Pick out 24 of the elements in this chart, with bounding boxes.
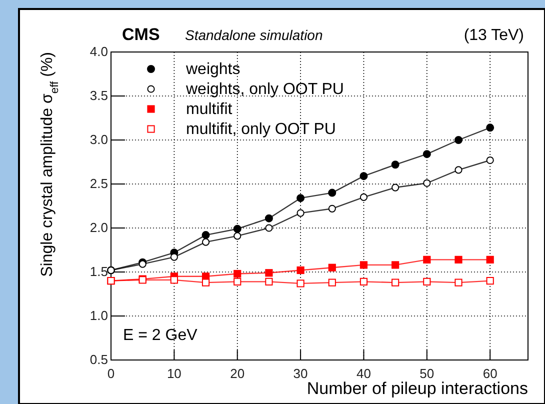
x-tick-label: 40 [356,366,371,381]
legend-label: multifit [186,101,233,118]
legend-label: weights, only OOT PU [185,81,344,98]
x-tick-label: 60 [482,366,498,381]
x-tick-label: 20 [230,366,245,381]
legend-label: multifit, only OOT PU [186,121,336,138]
y-tick-label: 1.5 [90,264,108,279]
y-tick-label: 2.0 [90,220,108,235]
x-tick-label: 0 [107,366,115,381]
x-tick-label: 10 [166,366,182,381]
annotation: E = 2 GeV [123,327,198,344]
x-tick-label: 50 [420,366,434,381]
y-tick-label: 1.0 [90,308,108,323]
y-tick-label: 4.0 [90,44,108,59]
legend-label: weights [185,61,240,78]
chart-subtitle: Standalone simulation [185,27,323,43]
chart-title: CMS [122,25,160,44]
x-axis-title: Number of pileup interactions [306,379,528,398]
y-tick-label: 3.5 [90,88,108,103]
y-tick-label: 2.5 [90,176,108,191]
x-tick-label: 30 [293,366,308,381]
text: (13 TeV) [464,27,524,44]
y-tick-label: 3.0 [90,132,108,147]
y-tick-label: 0.5 [90,352,108,367]
